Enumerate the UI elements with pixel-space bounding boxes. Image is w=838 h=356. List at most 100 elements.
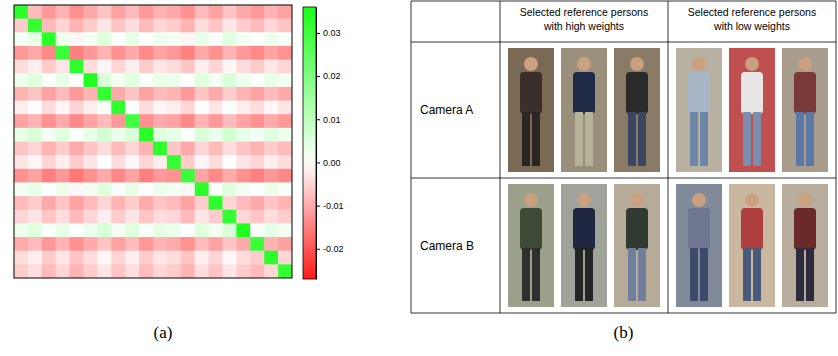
- person-torso: [794, 72, 816, 114]
- heatmap-cell: [139, 155, 153, 169]
- heatmap-cell: [153, 196, 167, 210]
- heatmap-cell: [84, 128, 98, 142]
- caption: (b): [614, 323, 634, 342]
- photo-background: [729, 184, 775, 307]
- heatmap-cell: [167, 182, 181, 196]
- heatmap-cell: [195, 169, 209, 183]
- heatmap-cell: [70, 182, 84, 196]
- heatmap-cell: [195, 46, 209, 60]
- person-photo: [508, 48, 554, 172]
- heatmap-cell: [167, 60, 181, 74]
- heatmap-cell: [236, 19, 250, 33]
- heatmap-cell: [70, 237, 84, 251]
- heatmap-cell: [111, 32, 125, 46]
- person-head: [524, 57, 538, 71]
- heatmap-cell: [167, 264, 181, 278]
- heatmap-cell: [14, 142, 28, 156]
- person-photo: [508, 184, 554, 307]
- heatmap-cell: [139, 182, 153, 196]
- heatmap-cell: [125, 114, 139, 128]
- heatmap-cell: [236, 169, 250, 183]
- heatmap-cell: [111, 142, 125, 156]
- heatmap-cell: [250, 264, 264, 278]
- heatmap-cell: [278, 32, 292, 46]
- heatmap-cell: [97, 223, 111, 237]
- heatmap-cell: [42, 210, 56, 224]
- heatmap-cell: [250, 196, 264, 210]
- column-header: with low weights: [713, 20, 790, 32]
- heatmap-cell: [223, 114, 237, 128]
- heatmap-cell: [70, 101, 84, 115]
- heatmap-cell: [195, 128, 209, 142]
- heatmap-cell: [14, 128, 28, 142]
- heatmap-cell: [84, 101, 98, 115]
- row-label: Camera A: [420, 103, 473, 117]
- heatmap-cell: [84, 19, 98, 33]
- heatmap-cell: [14, 60, 28, 74]
- heatmap-cell: [167, 32, 181, 46]
- heatmap-cell: [195, 237, 209, 251]
- heatmap-cell: [28, 46, 42, 60]
- heatmap-cell: [125, 210, 139, 224]
- heatmap-cell: [195, 73, 209, 87]
- heatmap-cell: [56, 19, 70, 33]
- heatmap-cell: [223, 182, 237, 196]
- heatmap-cell: [209, 32, 223, 46]
- heatmap-cell: [181, 101, 195, 115]
- heatmap-cell: [223, 73, 237, 87]
- heatmap-cell: [223, 169, 237, 183]
- heatmap-cell: [278, 142, 292, 156]
- person-head: [798, 57, 812, 71]
- table: Selected reference personswith high weig…: [411, 1, 836, 313]
- person-leg: [585, 248, 593, 301]
- heatmap-cell: [167, 87, 181, 101]
- heatmap-cell: [209, 182, 223, 196]
- heatmap-cell: [278, 237, 292, 251]
- person-torso: [626, 208, 648, 250]
- heatmap-cell: [264, 32, 278, 46]
- heatmap-cell: [223, 19, 237, 33]
- table-rule: [411, 1, 836, 2]
- heatmap-cell: [278, 87, 292, 101]
- heatmap-cell: [153, 155, 167, 169]
- heatmap-cell: [14, 155, 28, 169]
- heatmap-cell: [139, 128, 153, 142]
- heatmap-cell: [153, 60, 167, 74]
- heatmap-cell: [111, 114, 125, 128]
- heatmap-cell: [14, 114, 28, 128]
- colorbar-axis: -0.02-0.010.000.010.020.03: [316, 8, 344, 280]
- heatmap-cell: [28, 128, 42, 142]
- heatmap-cell: [70, 251, 84, 265]
- heatmap-cell: [181, 87, 195, 101]
- person-leg: [628, 248, 636, 301]
- heatmap-cell: [264, 169, 278, 183]
- heatmap-cell: [42, 264, 56, 278]
- heatmap-cell: [250, 142, 264, 156]
- heatmap-cell: [139, 251, 153, 265]
- heatmap-cell: [264, 237, 278, 251]
- heatmap-cell: [236, 251, 250, 265]
- heatmap-cell: [70, 60, 84, 74]
- heatmap-cell: [97, 237, 111, 251]
- heatmap-cell: [70, 32, 84, 46]
- heatmap-cell: [181, 237, 195, 251]
- photo-background: [561, 184, 607, 307]
- heatmap-cell: [42, 19, 56, 33]
- colorbar-tick: 0.03: [316, 28, 341, 38]
- heatmap-cell: [236, 210, 250, 224]
- heatmap-cell: [42, 155, 56, 169]
- heatmap-cell: [111, 5, 125, 19]
- heatmap-cell: [111, 73, 125, 87]
- heatmap-cell: [250, 32, 264, 46]
- heatmap-cell: [264, 46, 278, 60]
- heatmap-cell: [111, 264, 125, 278]
- heatmap-cell: [250, 46, 264, 60]
- heatmap-cell: [70, 223, 84, 237]
- caption: (a): [154, 323, 173, 342]
- heatmap-cell: [139, 101, 153, 115]
- heatmap-cell: [125, 5, 139, 19]
- heatmap-cell: [28, 264, 42, 278]
- heatmap-cell: [70, 128, 84, 142]
- table-rule: [411, 42, 836, 43]
- heatmap-cell: [236, 237, 250, 251]
